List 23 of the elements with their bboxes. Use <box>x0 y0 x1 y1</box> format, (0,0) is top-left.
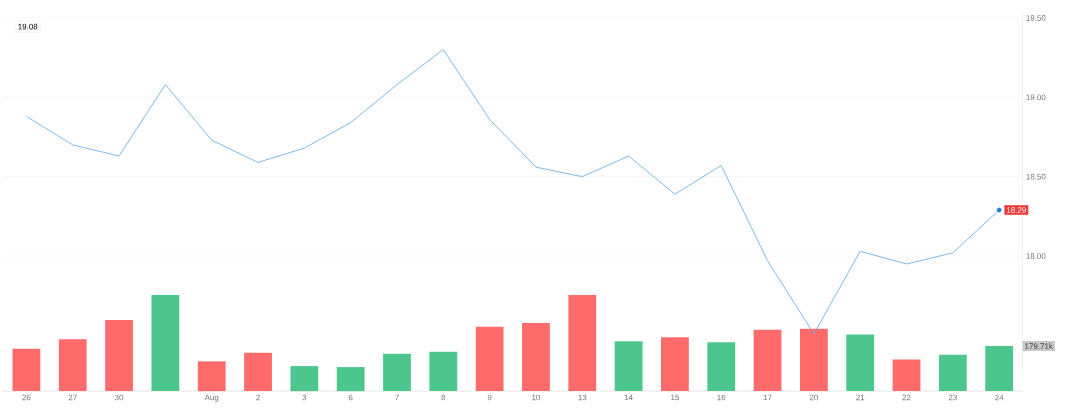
bar <box>429 351 458 392</box>
bar <box>244 352 272 392</box>
bar <box>522 322 550 392</box>
bar <box>846 334 875 392</box>
bar <box>985 345 1014 392</box>
bar <box>58 339 87 392</box>
bar <box>938 354 967 392</box>
bar <box>12 348 41 392</box>
line-series <box>26 49 1000 335</box>
bar <box>105 320 133 392</box>
bar <box>568 295 597 392</box>
bar <box>707 342 736 392</box>
bar <box>753 329 782 392</box>
bar <box>892 359 921 392</box>
bar <box>475 326 504 392</box>
bar <box>197 361 226 392</box>
bar <box>661 337 689 392</box>
bar <box>290 366 319 392</box>
bar <box>614 341 643 392</box>
bar <box>151 295 180 392</box>
bar <box>799 328 828 392</box>
bar <box>383 353 411 392</box>
bar <box>336 367 365 392</box>
